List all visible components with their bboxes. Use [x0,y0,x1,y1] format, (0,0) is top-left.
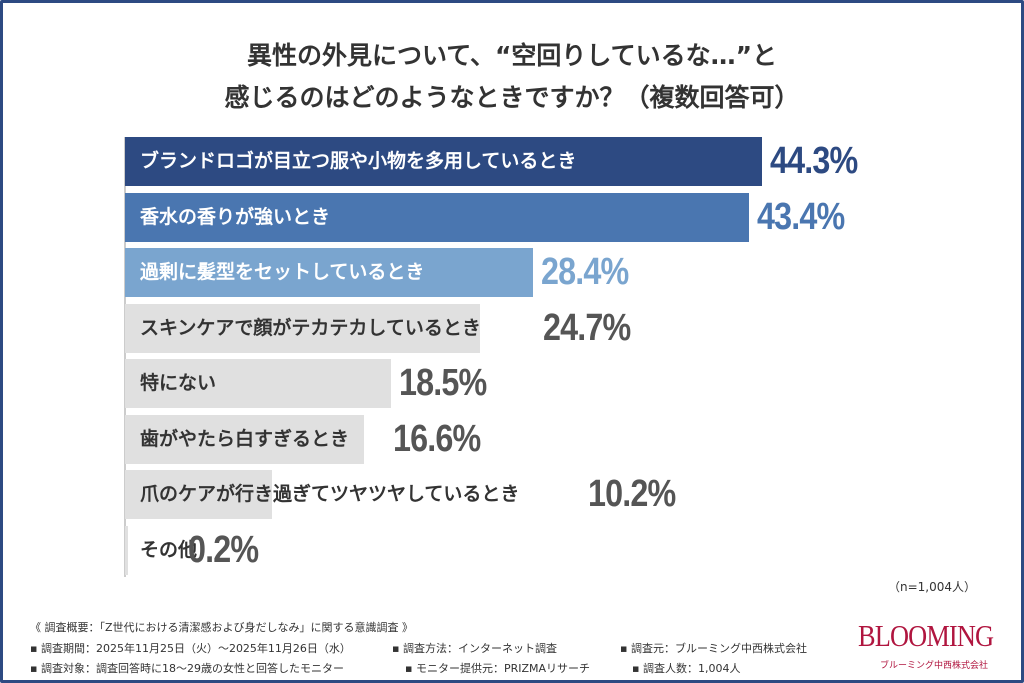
bar-2 [125,192,750,242]
value-label: 18.5% [399,362,487,404]
bar-7 [125,470,272,519]
value-label: 0.2% [188,528,259,571]
value-label: 44.3% [770,140,858,182]
footer-period: ▪ 調査期間：2025年11月25日（火）～2025年11月26日（水） [30,642,351,655]
chart-title-line-2: 感じるのはどのようなときですか？（複数回答可） [224,83,800,112]
sample-size-note: （n=1,004人） [887,580,976,594]
value-label: 43.4% [757,195,845,238]
value-label: 16.6% [393,417,481,460]
bar-label: その他 [140,538,198,561]
y-axis-line [124,137,126,577]
footer-count: ▪ 調査人数：1,004人 [632,662,741,675]
bar-label: ブランドロゴが目立つ服や小物を多用しているとき [140,150,577,172]
blooming-logo: BLOOMING [858,618,994,653]
bar-3 [125,248,534,297]
bar-5 [125,359,392,408]
bar-8 [125,525,128,575]
bar-label: 歯がやたら白すぎるとき [140,427,350,450]
blooming-logo-subtitle: ブルーミング中西株式会社 [880,661,989,671]
chart-title-line-1: 異性の外見について、“空回りしているな…”と [246,41,778,70]
bar-label: 過剰に髪型をセットしているとき [140,261,425,283]
footer-provider: ▪ モニター提供元：PRIZMAリサーチ [405,662,591,675]
footer-method: ▪ 調査方法：インターネット調査 [392,642,557,655]
bar-4 [125,303,481,353]
value-label: 10.2% [588,473,676,515]
bar-label: 爪のケアが行き過ぎてツヤツヤしているとき [140,483,520,505]
value-label: 28.4% [541,251,629,293]
footer-overview: 《 調査概要：「Z世代における清潔感および身だしなみ」に関する意識調査 》 [30,621,414,634]
bar-label: スキンケアで顔がテカテカしているとき [140,316,481,339]
bar-1 [125,137,763,186]
value-label: 24.7% [543,306,631,349]
bar-label: 香水の香りが強いとき [140,205,331,228]
bar-chart: ブランドロゴが目立つ服や小物を多用しているとき 44.3% 香水の香りが強いとき 43… [124,137,858,577]
footer-target: ▪ 調査対象：調査回答時に18～29歳の女性と回答したモニター [30,662,344,675]
bar-label: 特にない [140,372,217,394]
bar-6 [125,414,364,464]
footer-org: ▪ 調査元：ブルーミング中西株式会社 [620,642,807,655]
